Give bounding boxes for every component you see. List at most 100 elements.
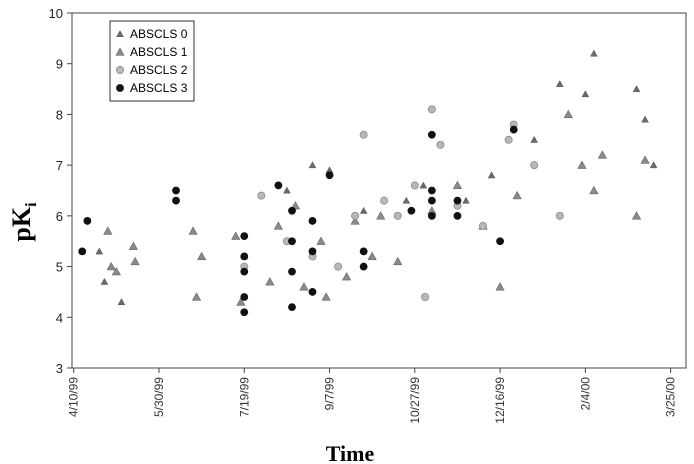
x-tick-label: 2/4/00 bbox=[578, 377, 592, 411]
x-axis-title: Time bbox=[326, 441, 375, 464]
legend-label: ABSCLS 3 bbox=[130, 81, 188, 95]
x-tick-label: 4/10/99 bbox=[67, 377, 81, 417]
data-point bbox=[410, 181, 419, 190]
data-point bbox=[188, 226, 198, 235]
data-point bbox=[504, 135, 513, 144]
data-point bbox=[341, 271, 352, 281]
data-point bbox=[308, 161, 317, 169]
data-point bbox=[590, 49, 598, 57]
y-tick-label: 3 bbox=[56, 361, 63, 376]
legend-label: ABSCLS 1 bbox=[130, 45, 188, 59]
data-point bbox=[240, 252, 249, 261]
data-point bbox=[359, 206, 368, 214]
data-point bbox=[421, 292, 430, 301]
data-point bbox=[453, 196, 462, 205]
data-point bbox=[106, 261, 116, 271]
legend-marker bbox=[115, 47, 125, 56]
legend: ABSCLS 0 ABSCLS 1 ABSCLS 2 ABSCLS 3 bbox=[109, 20, 195, 102]
data-point bbox=[191, 292, 202, 301]
data-point bbox=[308, 247, 317, 256]
data-point bbox=[308, 288, 317, 296]
data-point bbox=[462, 196, 470, 204]
data-point bbox=[288, 267, 296, 276]
data-point bbox=[376, 211, 386, 220]
data-point bbox=[530, 161, 539, 170]
data-point bbox=[240, 308, 249, 317]
plot-area bbox=[71, 12, 687, 369]
y-tick-label: 7 bbox=[56, 158, 63, 173]
data-point bbox=[452, 180, 463, 190]
data-point bbox=[640, 155, 650, 164]
x-tick-label: 3/25/00 bbox=[664, 377, 678, 417]
legend-marker bbox=[116, 30, 124, 37]
data-point bbox=[581, 90, 590, 98]
data-point bbox=[367, 251, 377, 261]
y-tick-label: 6 bbox=[56, 209, 63, 224]
data-point bbox=[393, 211, 402, 220]
y-tick-label: 9 bbox=[56, 57, 63, 72]
data-point bbox=[236, 297, 246, 306]
data-point bbox=[555, 211, 564, 220]
data-point bbox=[427, 196, 436, 205]
y-tick-label: 8 bbox=[56, 107, 63, 122]
data-point bbox=[288, 237, 296, 246]
data-point bbox=[509, 125, 518, 134]
data-points bbox=[78, 49, 658, 317]
y-tick-label: 10 bbox=[49, 6, 63, 21]
data-point bbox=[240, 232, 249, 241]
data-point bbox=[231, 231, 241, 240]
data-point bbox=[359, 262, 368, 271]
data-point bbox=[577, 160, 587, 169]
data-point bbox=[350, 216, 360, 225]
data-point bbox=[240, 267, 249, 276]
legend-marker bbox=[116, 84, 124, 92]
data-point bbox=[325, 171, 334, 180]
data-point bbox=[351, 211, 360, 220]
data-point bbox=[288, 206, 296, 215]
data-point bbox=[453, 211, 462, 220]
data-point bbox=[419, 181, 428, 189]
data-point bbox=[172, 186, 180, 195]
data-point bbox=[479, 221, 488, 230]
data-point bbox=[487, 171, 496, 179]
y-tick-label: 5 bbox=[56, 260, 63, 275]
data-point bbox=[334, 262, 343, 271]
data-point bbox=[316, 236, 326, 245]
data-point bbox=[196, 251, 207, 261]
data-point bbox=[427, 105, 436, 114]
x-tick-label: 7/19/99 bbox=[237, 377, 251, 417]
data-point bbox=[172, 196, 180, 205]
data-point bbox=[555, 80, 564, 87]
series-1 bbox=[103, 109, 650, 306]
data-point bbox=[273, 221, 283, 230]
data-point bbox=[78, 247, 87, 256]
data-point bbox=[100, 277, 109, 285]
data-point bbox=[283, 186, 291, 194]
data-point bbox=[359, 130, 368, 139]
data-point bbox=[649, 161, 658, 169]
data-point bbox=[274, 181, 283, 190]
data-point bbox=[103, 226, 113, 235]
data-point bbox=[240, 293, 249, 301]
data-point bbox=[288, 303, 296, 312]
x-axis: 4/10/99 5/30/99 7/19/99 9/7/99 10/27/99 12/16… bbox=[67, 368, 678, 424]
data-point bbox=[427, 130, 436, 139]
data-point bbox=[265, 277, 275, 286]
x-tick-label: 9/7/99 bbox=[323, 377, 337, 411]
data-point bbox=[427, 211, 436, 220]
data-point bbox=[257, 191, 266, 200]
y-axis-title: pKi bbox=[7, 202, 40, 242]
y-axis-title-subscript: i bbox=[23, 202, 40, 207]
x-tick-label: 12/16/99 bbox=[493, 377, 507, 424]
x-tick-label: 10/27/99 bbox=[408, 377, 422, 424]
x-tick-label: 5/30/99 bbox=[152, 377, 166, 417]
data-point bbox=[321, 292, 331, 301]
data-point bbox=[359, 247, 368, 256]
data-point bbox=[402, 196, 411, 204]
data-point bbox=[407, 206, 416, 215]
data-point bbox=[299, 282, 309, 291]
data-point bbox=[130, 256, 140, 266]
data-point bbox=[427, 186, 436, 195]
legend-label: ABSCLS 0 bbox=[130, 27, 188, 41]
